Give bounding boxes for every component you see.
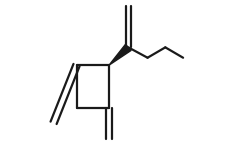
- Polygon shape: [109, 44, 131, 65]
